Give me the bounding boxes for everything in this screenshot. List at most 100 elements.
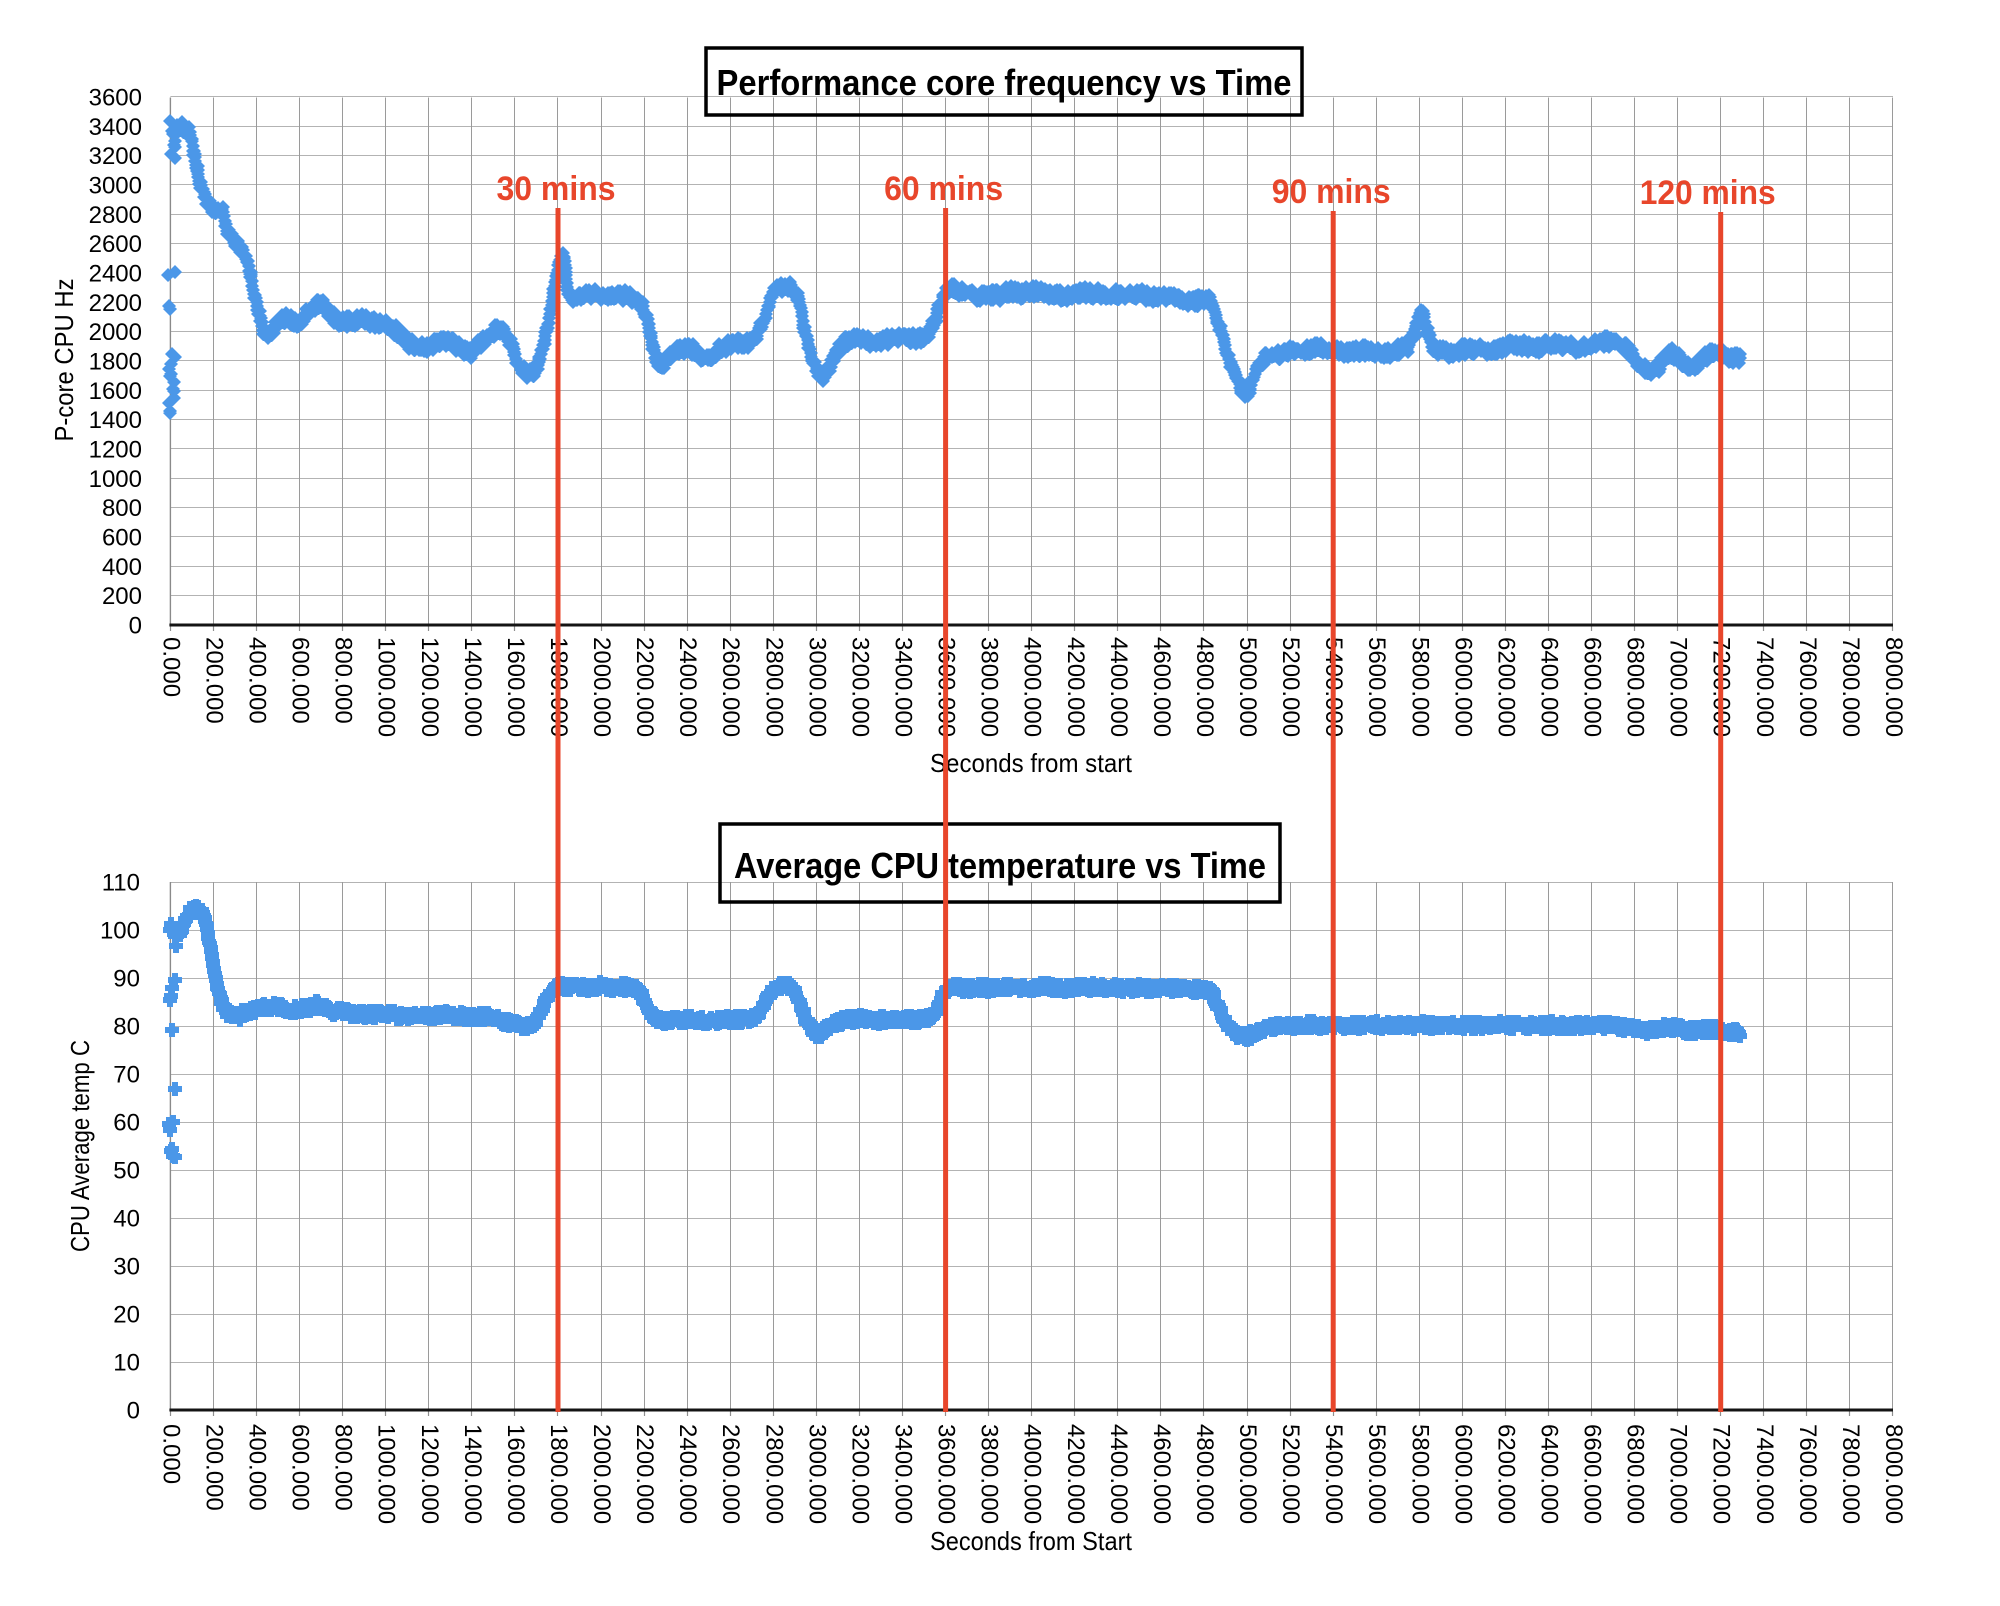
svg-text:2600: 2600 bbox=[89, 231, 142, 258]
svg-text:5600.000: 5600.000 bbox=[1363, 1424, 1390, 1524]
svg-text:6400.000: 6400.000 bbox=[1536, 637, 1563, 737]
svg-text:1400.000: 1400.000 bbox=[459, 637, 486, 737]
svg-text:7000.000: 7000.000 bbox=[1665, 1424, 1692, 1524]
svg-text:600.000: 600.000 bbox=[287, 1424, 314, 1511]
svg-text:3400.000: 3400.000 bbox=[890, 637, 917, 737]
svg-text:2600.000: 2600.000 bbox=[717, 637, 744, 737]
svg-text:20: 20 bbox=[113, 1302, 140, 1329]
svg-text:5200.000: 5200.000 bbox=[1277, 1424, 1304, 1524]
svg-text:7000.000: 7000.000 bbox=[1665, 637, 1692, 737]
svg-text:0.000: 0.000 bbox=[157, 1424, 184, 1484]
svg-text:3000: 3000 bbox=[89, 173, 142, 200]
svg-text:7600.000: 7600.000 bbox=[1794, 637, 1821, 737]
svg-text:5000.000: 5000.000 bbox=[1234, 1424, 1261, 1524]
svg-text:1000: 1000 bbox=[89, 466, 142, 493]
svg-text:1000.000: 1000.000 bbox=[373, 1424, 400, 1524]
svg-text:2000.000: 2000.000 bbox=[588, 1424, 615, 1524]
svg-text:5000.000: 5000.000 bbox=[1234, 637, 1261, 737]
svg-text:1400.000: 1400.000 bbox=[459, 1424, 486, 1524]
svg-text:30 mins: 30 mins bbox=[497, 170, 616, 208]
svg-text:8000.000: 8000.000 bbox=[1880, 1424, 1907, 1524]
svg-text:1800: 1800 bbox=[89, 349, 142, 376]
svg-text:2200: 2200 bbox=[89, 290, 142, 317]
svg-text:4400.000: 4400.000 bbox=[1105, 1424, 1132, 1524]
svg-text:1600.000: 1600.000 bbox=[502, 637, 529, 737]
svg-text:200: 200 bbox=[102, 583, 142, 610]
svg-text:5800.000: 5800.000 bbox=[1406, 637, 1433, 737]
svg-text:0: 0 bbox=[127, 1398, 140, 1425]
svg-text:4800.000: 4800.000 bbox=[1191, 637, 1218, 737]
svg-text:7200.000: 7200.000 bbox=[1708, 1424, 1735, 1524]
svg-text:1600.000: 1600.000 bbox=[502, 1424, 529, 1524]
svg-text:6400.000: 6400.000 bbox=[1536, 1424, 1563, 1524]
svg-text:200.000: 200.000 bbox=[201, 637, 228, 724]
svg-text:120 mins: 120 mins bbox=[1640, 174, 1776, 212]
svg-text:800: 800 bbox=[102, 495, 142, 522]
svg-text:4200.000: 4200.000 bbox=[1062, 637, 1089, 737]
svg-text:5400.000: 5400.000 bbox=[1320, 1424, 1347, 1524]
svg-text:6600.000: 6600.000 bbox=[1579, 1424, 1606, 1524]
svg-text:4400.000: 4400.000 bbox=[1105, 637, 1132, 737]
svg-text:Average CPU temperature vs Tim: Average CPU temperature vs Time bbox=[734, 845, 1266, 886]
svg-text:50: 50 bbox=[113, 1158, 140, 1185]
svg-text:200.000: 200.000 bbox=[201, 1424, 228, 1511]
svg-text:2000: 2000 bbox=[89, 319, 142, 346]
svg-text:2000.000: 2000.000 bbox=[588, 637, 615, 737]
svg-text:1800.000: 1800.000 bbox=[545, 1424, 572, 1524]
svg-text:6000.000: 6000.000 bbox=[1449, 637, 1476, 737]
svg-text:800.000: 800.000 bbox=[330, 637, 357, 724]
svg-text:3000.000: 3000.000 bbox=[803, 637, 830, 737]
svg-text:30: 30 bbox=[113, 1254, 140, 1281]
svg-text:6200.000: 6200.000 bbox=[1492, 1424, 1519, 1524]
svg-text:CPU Average temp C: CPU Average temp C bbox=[65, 1040, 95, 1252]
svg-text:3000.000: 3000.000 bbox=[803, 1424, 830, 1524]
svg-text:0.000: 0.000 bbox=[157, 637, 184, 697]
svg-text:Seconds from start: Seconds from start bbox=[930, 748, 1133, 778]
svg-text:3600: 3600 bbox=[89, 85, 142, 112]
svg-text:60: 60 bbox=[113, 1110, 140, 1137]
svg-text:110: 110 bbox=[102, 870, 140, 897]
svg-text:6600.000: 6600.000 bbox=[1579, 637, 1606, 737]
svg-text:3600.000: 3600.000 bbox=[933, 1424, 960, 1524]
svg-text:2400: 2400 bbox=[89, 261, 142, 288]
svg-text:6000.000: 6000.000 bbox=[1449, 1424, 1476, 1524]
svg-text:600: 600 bbox=[102, 525, 142, 552]
svg-text:1200.000: 1200.000 bbox=[416, 1424, 443, 1524]
svg-text:4000.000: 4000.000 bbox=[1019, 1424, 1046, 1524]
svg-text:40: 40 bbox=[113, 1206, 140, 1233]
svg-text:7800.000: 7800.000 bbox=[1837, 1424, 1864, 1524]
svg-text:3200.000: 3200.000 bbox=[846, 1424, 873, 1524]
svg-text:1400: 1400 bbox=[89, 407, 142, 434]
svg-text:2800.000: 2800.000 bbox=[760, 637, 787, 737]
svg-text:1200.000: 1200.000 bbox=[416, 637, 443, 737]
svg-text:600.000: 600.000 bbox=[287, 637, 314, 724]
svg-text:2800.000: 2800.000 bbox=[760, 1424, 787, 1524]
svg-text:1600: 1600 bbox=[89, 378, 142, 405]
svg-text:8000.000: 8000.000 bbox=[1880, 637, 1907, 737]
svg-text:4800.000: 4800.000 bbox=[1191, 1424, 1218, 1524]
svg-text:P-core CPU Hz: P-core CPU Hz bbox=[49, 279, 79, 442]
svg-text:90 mins: 90 mins bbox=[1272, 173, 1391, 211]
svg-text:2800: 2800 bbox=[89, 202, 142, 229]
svg-text:2400.000: 2400.000 bbox=[674, 1424, 701, 1524]
svg-text:3800.000: 3800.000 bbox=[976, 637, 1003, 737]
svg-text:0: 0 bbox=[129, 613, 142, 640]
svg-text:7400.000: 7400.000 bbox=[1751, 1424, 1778, 1524]
svg-text:3400: 3400 bbox=[89, 114, 142, 141]
svg-text:800.000: 800.000 bbox=[330, 1424, 357, 1511]
svg-text:80: 80 bbox=[113, 1014, 140, 1041]
svg-text:1000.000: 1000.000 bbox=[373, 637, 400, 737]
svg-text:60 mins: 60 mins bbox=[884, 170, 1003, 208]
svg-text:6800.000: 6800.000 bbox=[1622, 637, 1649, 737]
svg-text:4600.000: 4600.000 bbox=[1148, 1424, 1175, 1524]
svg-text:5600.000: 5600.000 bbox=[1363, 637, 1390, 737]
svg-text:2200.000: 2200.000 bbox=[631, 637, 658, 737]
svg-text:4000.000: 4000.000 bbox=[1019, 637, 1046, 737]
svg-text:70: 70 bbox=[113, 1062, 140, 1089]
svg-text:2600.000: 2600.000 bbox=[717, 1424, 744, 1524]
svg-text:6800.000: 6800.000 bbox=[1622, 1424, 1649, 1524]
svg-text:Seconds from Start: Seconds from Start bbox=[930, 1526, 1133, 1556]
svg-text:7800.000: 7800.000 bbox=[1837, 637, 1864, 737]
svg-text:4600.000: 4600.000 bbox=[1148, 637, 1175, 737]
svg-text:7600.000: 7600.000 bbox=[1794, 1424, 1821, 1524]
